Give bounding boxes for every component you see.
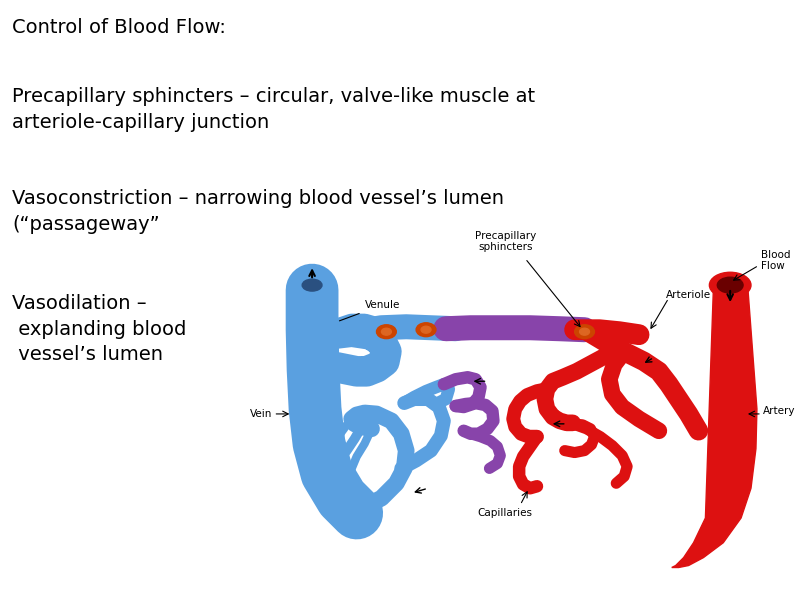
- Ellipse shape: [302, 279, 322, 291]
- Ellipse shape: [294, 274, 331, 296]
- Text: Precapillary
sphincters: Precapillary sphincters: [474, 231, 536, 253]
- Polygon shape: [672, 290, 757, 568]
- Ellipse shape: [421, 326, 431, 333]
- Ellipse shape: [382, 328, 391, 335]
- Text: Vein: Vein: [250, 409, 273, 419]
- Text: Control of Blood Flow:: Control of Blood Flow:: [12, 18, 226, 37]
- Ellipse shape: [710, 272, 751, 298]
- Text: Arteriole: Arteriole: [666, 290, 711, 300]
- Text: Venule: Venule: [339, 300, 400, 321]
- Text: Vasoconstriction – narrowing blood vessel’s lumen
(“passageway”: Vasoconstriction – narrowing blood vesse…: [12, 189, 504, 234]
- Text: Vasodilation –
 explanding blood
 vessel’s lumen: Vasodilation – explanding blood vessel’s…: [12, 294, 186, 364]
- Ellipse shape: [579, 328, 590, 335]
- Text: Blood
Flow: Blood Flow: [761, 250, 790, 271]
- Ellipse shape: [416, 323, 436, 337]
- Ellipse shape: [718, 277, 743, 293]
- Ellipse shape: [377, 325, 396, 338]
- Ellipse shape: [574, 325, 594, 338]
- Text: Precapillary sphincters – circular, valve-like muscle at
arteriole-capillary jun: Precapillary sphincters – circular, valv…: [12, 87, 535, 132]
- Text: Capillaries: Capillaries: [478, 508, 533, 518]
- Text: Artery: Artery: [763, 406, 795, 416]
